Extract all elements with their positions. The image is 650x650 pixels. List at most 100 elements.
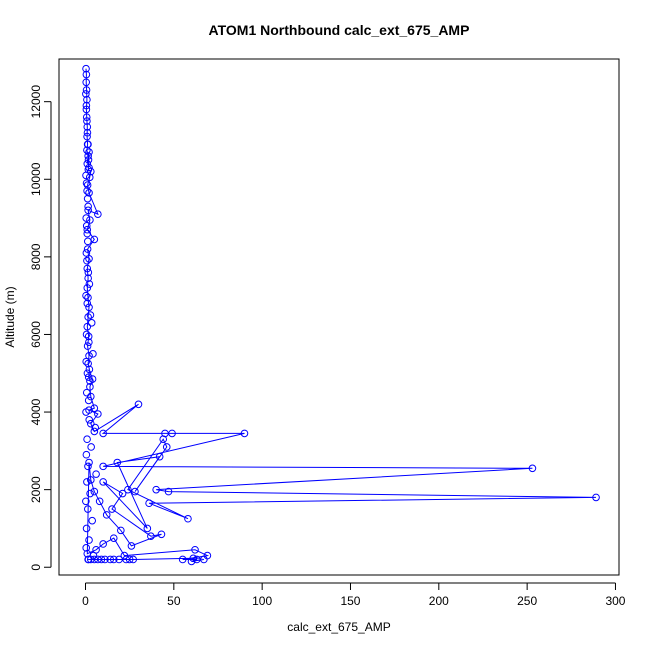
data-point: [86, 377, 94, 385]
data-point: [87, 443, 95, 451]
data-point: [82, 544, 91, 552]
data-point: [83, 256, 91, 265]
data-point: [90, 487, 99, 496]
data-point: [83, 299, 92, 308]
data-point: [83, 159, 92, 168]
data-point: [82, 214, 91, 222]
y-tick-label: 10000: [29, 162, 43, 196]
chart-title: ATOM1 Northbound calc_ext_675_AMP: [209, 22, 470, 38]
data-point: [95, 497, 104, 506]
data-point: [200, 555, 208, 564]
data-point: [91, 423, 100, 432]
data-point: [113, 458, 122, 467]
y-tick-label: 6000: [29, 321, 43, 348]
data-point: [85, 163, 93, 172]
data-point: [115, 555, 123, 564]
data-point: [83, 194, 92, 203]
data-point: [82, 70, 91, 79]
data-point: [84, 396, 93, 405]
data-point: [83, 369, 92, 378]
data-point: [86, 555, 95, 564]
data-point: [99, 478, 107, 486]
data-point: [84, 373, 93, 381]
data-point: [83, 245, 92, 253]
data-point: [120, 551, 129, 560]
data-point: [89, 350, 97, 358]
data-point: [82, 357, 91, 366]
data-point: [83, 95, 91, 104]
data-point: [84, 462, 92, 471]
data-point: [83, 229, 92, 238]
data-point: [118, 489, 127, 498]
data-point: [83, 284, 92, 292]
y-tick-label: 12000: [29, 85, 43, 119]
y-tick-label: 0: [29, 564, 43, 571]
data-point: [168, 429, 176, 438]
data-point: [83, 187, 91, 195]
data-point: [99, 540, 107, 548]
y-tick-label: 2000: [29, 476, 43, 503]
data-point: [99, 429, 107, 438]
data-point: [82, 105, 91, 114]
data-point: [84, 268, 93, 277]
data-point: [84, 332, 93, 341]
data-point: [83, 264, 92, 273]
data-point: [90, 404, 99, 412]
data-point: [86, 311, 95, 319]
data-point: [143, 524, 152, 533]
y-axis-label: Altitude (m): [3, 286, 17, 347]
data-point: [85, 365, 94, 374]
data-point: [125, 555, 134, 564]
data-point: [83, 342, 92, 350]
data-point: [102, 511, 111, 519]
data-point: [85, 189, 93, 197]
data-point: [127, 542, 136, 550]
y-tick-label: 8000: [29, 243, 43, 270]
data-point: [82, 64, 90, 73]
data-point: [86, 419, 95, 428]
data-point: [108, 505, 116, 513]
x-tick-label: 300: [605, 594, 625, 608]
data-point: [82, 524, 91, 533]
data-point: [145, 499, 153, 508]
data-point: [85, 338, 93, 347]
data-point: [83, 478, 91, 486]
data-point: [85, 536, 93, 544]
data-point: [164, 487, 173, 496]
data-point: [82, 90, 90, 98]
data-point: [84, 274, 92, 283]
data-point: [184, 514, 192, 523]
plot-frame: [58, 58, 620, 576]
x-tick-label: 50: [167, 594, 181, 608]
data-point: [86, 489, 94, 498]
x-tick-label: 150: [340, 594, 360, 608]
data-point: [82, 78, 91, 87]
data-point: [83, 322, 92, 331]
data-point: [528, 464, 537, 473]
data-point: [178, 555, 187, 564]
data-point: [84, 156, 93, 164]
data-point: [82, 86, 91, 94]
x-tick-label: 250: [517, 594, 537, 608]
data-point: [84, 313, 92, 321]
data-point: [82, 222, 91, 230]
y-axis: 0 2000 4000 6000 8000 10000 12000: [29, 85, 52, 571]
data-point: [86, 392, 95, 401]
data-point: [83, 117, 91, 125]
data-point: [83, 146, 91, 154]
data-point: [147, 532, 155, 541]
data-point: [85, 303, 93, 312]
data-point: [106, 555, 115, 564]
data-point: [85, 458, 93, 467]
data-point: [82, 388, 91, 397]
data-point: [83, 505, 92, 513]
data-point: [134, 400, 143, 409]
data-point: [82, 171, 90, 180]
data-point: [84, 293, 92, 302]
data-point: [85, 173, 94, 182]
data-point: [84, 152, 92, 160]
data-point: [86, 383, 94, 391]
data-point: [82, 101, 91, 110]
data-point: [86, 476, 95, 484]
data-point: [82, 408, 90, 416]
